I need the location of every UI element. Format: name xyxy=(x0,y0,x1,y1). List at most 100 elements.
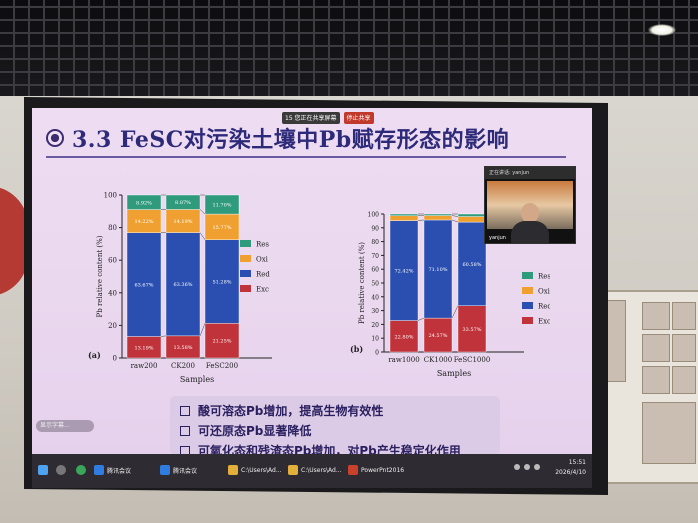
y-tick-label: 90 xyxy=(371,225,379,232)
legend-label: Exc xyxy=(538,318,550,326)
bar-segment-red xyxy=(165,232,201,337)
clock-time: 15:51 xyxy=(568,459,586,466)
x-tick-label: raw200 xyxy=(131,362,158,370)
y-tick-label: 20 xyxy=(371,322,379,329)
stop-share-button[interactable]: 停止共享 xyxy=(343,112,374,124)
connector-line xyxy=(451,219,459,223)
x-tick-label: CK200 xyxy=(171,362,195,370)
chart-b: 0 10 20 30 40 50 60 70 80 90 100 Pb relative conten… xyxy=(350,212,550,379)
bar-segment-exc xyxy=(457,305,487,353)
taskbar-app-1[interactable]: 腾讯会议 xyxy=(160,461,197,479)
bar-segment-red xyxy=(204,239,240,324)
data-label: 51.28% xyxy=(212,280,231,286)
y-axis-label: Pb relative content (%) xyxy=(358,242,366,324)
y-tick-label: 0 xyxy=(113,355,117,363)
video-title: 正在讲话: yanjun xyxy=(485,167,575,179)
connector-line xyxy=(160,335,167,337)
legend-swatch xyxy=(240,240,251,247)
taskbar-app-0[interactable]: 腾讯会议 xyxy=(94,461,131,479)
folder-icon xyxy=(228,465,238,475)
ceiling xyxy=(0,0,698,110)
battery-icon[interactable] xyxy=(534,464,540,470)
bar-segment-res xyxy=(126,194,162,210)
bar-segment-exc xyxy=(204,323,240,359)
legend-swatch xyxy=(522,302,533,309)
y-tick-label: 80 xyxy=(108,224,117,232)
x-tick-label: FeSC1000 xyxy=(454,356,491,364)
data-label: 71.10% xyxy=(428,267,447,273)
data-label: 13.58% xyxy=(173,345,192,351)
conclusion-item: 酸可溶态Pb增加，提高生物有效性 xyxy=(180,402,383,419)
y-tick-label: 0 xyxy=(375,350,379,357)
volume-icon[interactable] xyxy=(524,464,530,470)
ceiling-light xyxy=(648,24,676,36)
bar-segment-res xyxy=(457,213,487,217)
checkbox-icon xyxy=(180,405,190,416)
network-icon[interactable] xyxy=(514,464,520,470)
legend-label: Oxi xyxy=(538,288,550,296)
conclusion-item: 可还原态Pb显著降低 xyxy=(180,422,311,439)
y-tick-label: 100 xyxy=(368,212,380,219)
data-label: 14.22% xyxy=(134,219,153,225)
legend-label: Red xyxy=(538,303,550,311)
conclusion-box: 酸可溶态Pb增加，提高生物有效性 可还原态Pb显著降低 可氧化态和残渣态Pb增加… xyxy=(170,396,500,454)
y-axis-label: Pb relative content (%) xyxy=(96,235,104,317)
meeting-share-bar: 15 您正在共享屏幕 停止共享 xyxy=(282,112,374,124)
taskbar-app-2[interactable]: C:\Users\Ad... xyxy=(228,461,282,479)
legend-swatch xyxy=(522,272,533,279)
taskbar-search[interactable] xyxy=(56,461,69,479)
y-tick-label: 80 xyxy=(371,239,379,246)
y-tick-label: 60 xyxy=(371,267,379,274)
legend-label: Exc xyxy=(256,286,269,294)
connector-line xyxy=(199,232,206,240)
slide-title: 3.3 FeSC对污染土壤中Pb赋存形态的影响 xyxy=(72,127,510,153)
bar-segment-res xyxy=(389,213,419,216)
caption-button[interactable]: 显示字幕... xyxy=(36,420,94,432)
bar-segment-exc xyxy=(423,317,453,353)
bar-segment-red xyxy=(389,220,419,321)
taskbar-chrome[interactable] xyxy=(76,461,89,479)
legend-swatch xyxy=(240,270,251,277)
bar-segment-res xyxy=(204,194,240,215)
y-tick-label: 20 xyxy=(108,322,117,330)
search-icon xyxy=(56,465,66,475)
y-tick-label: 70 xyxy=(371,253,379,260)
data-label: 60.58% xyxy=(462,262,481,268)
data-label: 15.77% xyxy=(212,225,231,231)
legend-swatch xyxy=(240,285,251,292)
powerpoint-icon xyxy=(348,465,358,475)
bar-segment-res xyxy=(423,213,453,216)
start-button[interactable] xyxy=(38,461,51,479)
connector-line xyxy=(199,209,206,215)
taskbar-app-3[interactable]: C:\Users\Ad... xyxy=(288,461,342,479)
legend-label: Res xyxy=(256,241,269,249)
bar-segment-oxi xyxy=(457,216,487,223)
data-label: 24.57% xyxy=(428,333,447,339)
clock[interactable]: 15:51 2026/4/10 xyxy=(555,458,586,478)
title-bullet-icon xyxy=(46,129,64,147)
bar-segment-oxi xyxy=(423,215,453,221)
clock-date: 2026/4/10 xyxy=(555,469,586,476)
title-divider xyxy=(46,156,566,158)
meeting-app-icon xyxy=(160,465,170,475)
checkbox-icon xyxy=(180,445,190,454)
speaker-video[interactable]: 正在讲话: yanjun yanjun xyxy=(484,166,576,244)
y-tick-label: 40 xyxy=(371,294,379,301)
bar-segment-red xyxy=(126,232,162,337)
bar-segment-red xyxy=(423,219,453,319)
taskbar-app-4[interactable]: PowerPnt2016 xyxy=(348,461,404,479)
legend-label: Oxi xyxy=(256,256,269,264)
bar-segment-res xyxy=(165,194,201,210)
connector-line xyxy=(417,219,425,221)
legend-swatch xyxy=(240,255,251,262)
x-axis-label: Samples xyxy=(437,369,471,378)
speaker-body xyxy=(511,221,549,243)
legend-label: Red xyxy=(256,271,270,279)
y-tick-label: 60 xyxy=(108,257,117,265)
taskbar: 腾讯会议 腾讯会议 C:\Users\Ad... C:\Users\Ad... … xyxy=(32,454,592,488)
bulletin-board xyxy=(596,290,698,484)
presentation-slide: 15 您正在共享屏幕 停止共享 3.3 FeSC对污染土壤中Pb赋存形态的影响 … xyxy=(32,108,592,454)
share-status: 15 您正在共享屏幕 xyxy=(282,112,340,124)
data-label: 21.25% xyxy=(212,339,231,345)
connector-line xyxy=(417,317,425,321)
